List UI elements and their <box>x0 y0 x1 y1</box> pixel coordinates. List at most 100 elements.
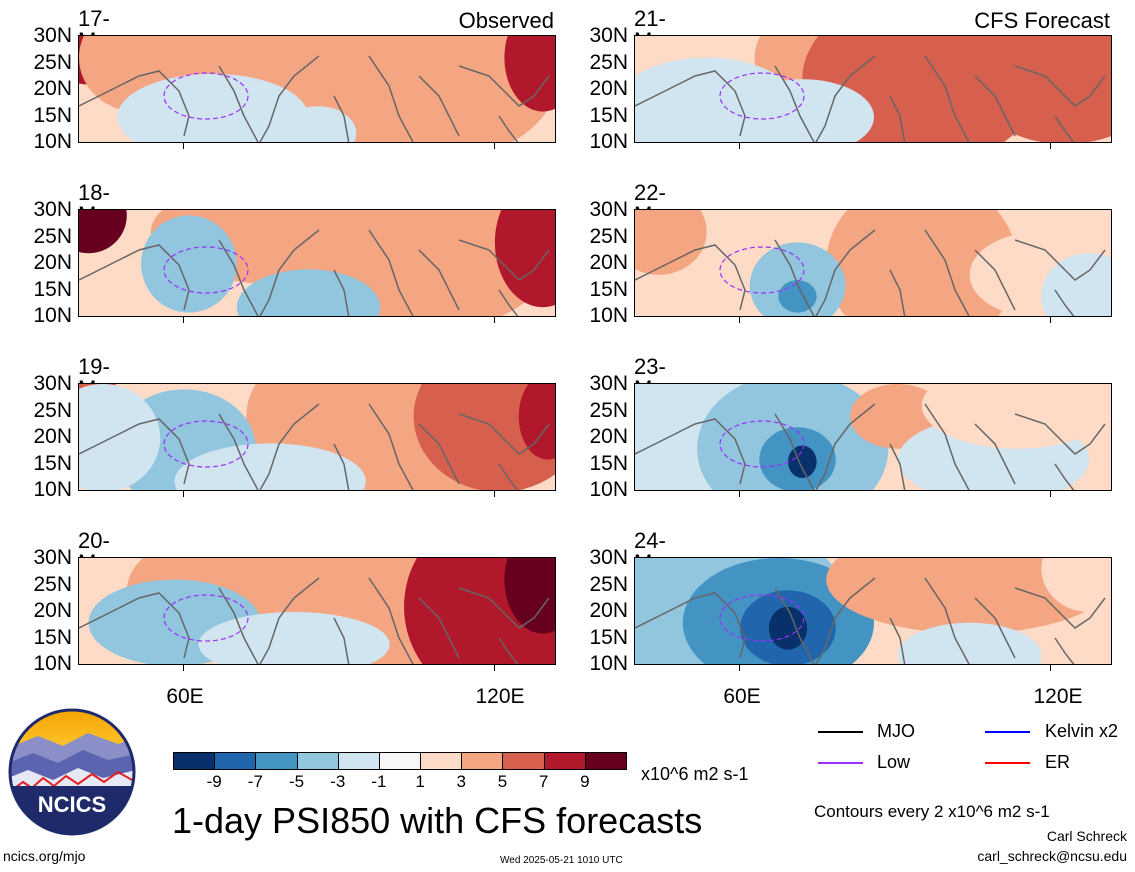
lat-label: 15N <box>33 625 72 649</box>
coastline <box>635 55 1106 142</box>
contour-blob <box>787 445 817 478</box>
contour-blob <box>117 73 309 142</box>
contour-blob <box>826 210 1018 316</box>
psi850-map <box>634 209 1112 317</box>
psi850-map <box>78 557 556 665</box>
coastline <box>79 229 550 316</box>
email: carl_schreck@ncsu.edu <box>977 848 1127 864</box>
legend-kelvin-line <box>985 731 1030 733</box>
contour-blob <box>768 606 808 650</box>
lat-label: 20N <box>589 599 628 622</box>
low-contour <box>719 246 805 294</box>
contour-blob <box>1041 558 1111 612</box>
legend-low-label: Low <box>877 752 911 772</box>
lat-label: 10N <box>33 304 72 327</box>
psi850-map <box>78 35 556 143</box>
timestamp: Wed 2025-05-21 1010 UTC <box>500 855 623 866</box>
lon-tick <box>739 665 741 671</box>
colorbar-swatch <box>378 752 422 770</box>
observed-header: Observed <box>458 8 554 33</box>
lon-tick <box>1049 143 1051 149</box>
lat-label: 30N <box>589 198 628 221</box>
contour-blob <box>174 443 366 490</box>
lon-tick <box>183 317 185 323</box>
lat-label: 10N <box>33 478 72 501</box>
contour-blob <box>826 558 1111 634</box>
lat-label: 15N <box>589 625 628 649</box>
colorbar-swatch <box>173 752 216 770</box>
colorbar-tick: -1 <box>371 772 387 791</box>
colorbar-swatch <box>214 752 257 770</box>
logo-text: NCICS <box>38 792 106 817</box>
lat-label: 15N <box>589 103 628 127</box>
contour-blob <box>749 242 846 316</box>
colorbar-tick: -3 <box>330 772 346 791</box>
colorbar-swatch <box>461 752 504 770</box>
lat-label: 25N <box>33 572 72 596</box>
legend-kelvin-label: Kelvin x2 <box>1045 721 1119 741</box>
contour-blob <box>79 210 127 254</box>
lat-label: 30N <box>589 546 628 569</box>
contour-blob <box>279 106 357 142</box>
lat-label: 10N <box>589 478 628 501</box>
low-contour <box>163 72 249 120</box>
lat-label: 10N <box>589 652 628 675</box>
contour-blob <box>730 79 874 142</box>
lat-label: 25N <box>33 224 72 248</box>
coastline <box>635 403 1106 490</box>
lat-label: 25N <box>33 50 72 74</box>
lat-label: 30N <box>33 24 72 47</box>
lat-label: 25N <box>33 398 72 422</box>
contour-blob <box>921 384 1111 449</box>
lat-label: 10N <box>589 304 628 327</box>
lat-label: 15N <box>589 277 628 301</box>
colorbar-tick: -5 <box>288 772 305 791</box>
ncics-logo: NCICS <box>8 708 136 836</box>
lat-label: 20N <box>33 77 72 100</box>
contour-blob <box>518 384 555 460</box>
lat-label: 25N <box>589 572 628 596</box>
lon-label-60e-left: 60E <box>166 685 204 708</box>
legend-mjo-label: MJO <box>877 721 915 741</box>
colorbar-tick: 3 <box>456 772 466 791</box>
colorbar-swatch <box>502 752 545 770</box>
lat-label: 20N <box>589 425 628 448</box>
contours-note: Contours every 2 x10^6 m2 s-1 <box>814 802 1050 821</box>
legend-mjo-line <box>818 731 863 733</box>
lat-label: 15N <box>33 277 72 301</box>
colorbar-tick: -7 <box>247 772 263 791</box>
legend-low-line <box>818 762 863 764</box>
lat-label: 30N <box>33 372 72 395</box>
lat-label: 20N <box>589 251 628 274</box>
site-url[interactable]: ncics.org/mjo <box>3 848 86 864</box>
colorbar-tick: 1 <box>415 772 425 791</box>
contour-blob <box>494 210 555 308</box>
lon-tick <box>1049 665 1051 671</box>
lat-label: 20N <box>33 599 72 622</box>
lat-label: 30N <box>33 546 72 569</box>
lon-tick <box>183 665 185 671</box>
lon-tick <box>1049 317 1051 323</box>
main-title: 1-day PSI850 with CFS forecasts <box>172 800 703 841</box>
lat-label: 25N <box>589 224 628 248</box>
colorbar-swatch <box>584 752 627 770</box>
lon-tick <box>739 317 741 323</box>
contour-blob <box>635 210 707 275</box>
colorbar-swatch <box>337 752 380 770</box>
psi850-map <box>78 209 556 317</box>
coastline <box>79 55 550 142</box>
lon-label-60e-right: 60E <box>723 685 761 708</box>
contour-blob <box>1041 253 1111 316</box>
contour-blob <box>79 384 161 490</box>
colorbar-swatch <box>255 752 298 770</box>
low-contour <box>163 246 249 294</box>
contour-blob <box>504 36 555 112</box>
colorbar-swatch <box>543 752 586 770</box>
low-contour <box>719 420 805 468</box>
coastline <box>635 577 1106 664</box>
lat-label: 15N <box>33 103 72 127</box>
low-contour <box>163 594 249 642</box>
legend-er-line <box>985 762 1030 764</box>
lat-label: 10N <box>589 130 628 153</box>
contour-blob <box>897 622 1042 664</box>
